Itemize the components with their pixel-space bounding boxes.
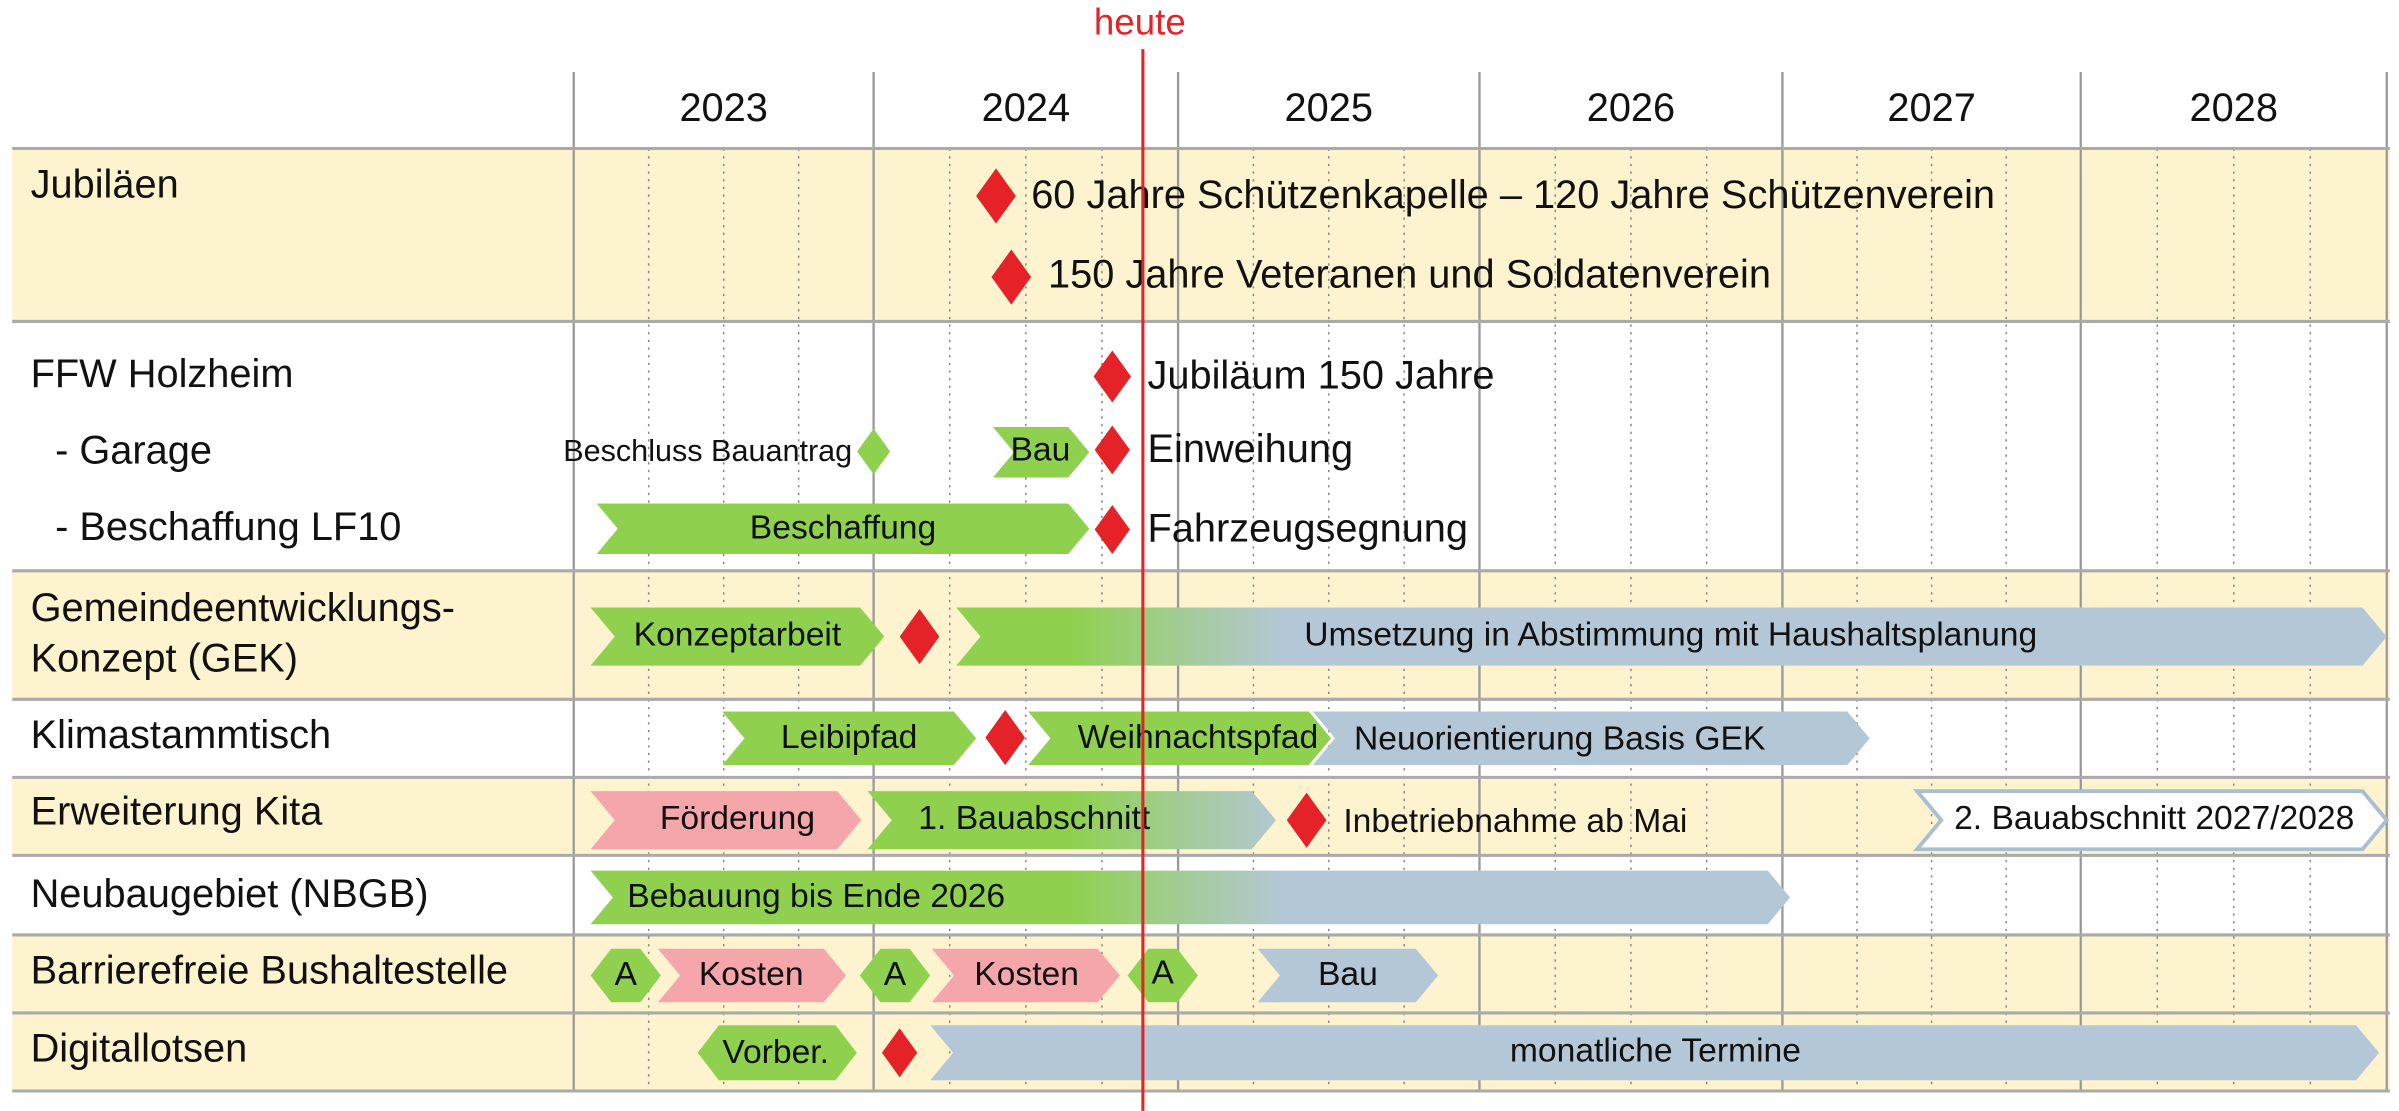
arrow-bar xyxy=(1257,948,1439,1003)
item-label: Jubiläum 150 Jahre xyxy=(1147,354,1494,398)
year-label: 2026 xyxy=(1587,86,1675,130)
hex-bar xyxy=(1127,948,1198,1003)
milestone xyxy=(1094,425,1130,475)
row-label: - Beschaffung LF10 xyxy=(55,505,401,549)
row-label: Gemeindeentwicklungs- xyxy=(31,586,455,630)
arrow-bar xyxy=(722,711,977,766)
arrow-bar xyxy=(930,1025,2380,1081)
item-label: monatliche Termine xyxy=(1510,1033,1801,1070)
year-label: 2024 xyxy=(982,86,1070,130)
row-label: Jubiläen xyxy=(31,162,179,206)
item-label: 1. Bauabschnitt xyxy=(918,800,1151,837)
item-label: A xyxy=(1152,955,1175,992)
arrow-bar xyxy=(590,607,885,666)
item-label: Beschaffung xyxy=(750,509,936,546)
row-label: Neubaugebiet (NBGB) xyxy=(31,872,429,916)
item-label: 150 Jahre Veteranen und Soldatenverein xyxy=(1048,253,1771,297)
item-label: Bau xyxy=(1010,431,1070,468)
milestone xyxy=(1286,792,1327,848)
item-label: Beschluss Bauantrag xyxy=(563,434,852,468)
row-bg xyxy=(12,148,2390,322)
milestone xyxy=(881,1028,918,1078)
milestone xyxy=(1093,350,1132,403)
hex-bar xyxy=(697,1025,857,1081)
item-label: Einweihung xyxy=(1147,427,1353,471)
arrow-bar xyxy=(1028,711,1332,766)
year-label: 2023 xyxy=(679,86,767,130)
grid: 2023 2024 2025 2026 2027 2028 xyxy=(12,72,2390,1093)
arrow-bar xyxy=(590,870,1791,925)
arrow-bar xyxy=(1312,711,1870,766)
item-label: Neuorientierung Basis GEK xyxy=(1354,721,1766,758)
items: 60 Jahre Schützenkapelle – 120 Jahre Sch… xyxy=(563,168,2390,1081)
item-label: Bau xyxy=(1318,956,1378,993)
row-label: FFW Holzheim xyxy=(31,352,294,396)
item-label: 2. Bauabschnitt 2027/2028 xyxy=(1954,800,2354,837)
row-label: - Garage xyxy=(55,428,212,472)
item-label: 60 Jahre Schützenkapelle – 120 Jahre Sch… xyxy=(1031,173,1995,217)
row-labels: Jubiläen FFW Holzheim - Garage - Beschaf… xyxy=(31,162,508,1070)
row-label: Klimastammtisch xyxy=(31,713,332,757)
row-label: Digitallotsen xyxy=(31,1027,248,1071)
hex-bar xyxy=(859,948,931,1003)
arrow-bar xyxy=(590,791,862,850)
arrow-bar xyxy=(992,426,1090,478)
row-label: Erweiterung Kita xyxy=(31,790,324,834)
today-label: heute xyxy=(1094,1,1186,42)
milestone xyxy=(985,710,1026,766)
milestone xyxy=(1094,505,1130,554)
item-label: Inbetriebnahme ab Mai xyxy=(1343,803,1687,840)
item-label: Konzeptarbeit xyxy=(634,616,842,653)
item-label: Vorber. xyxy=(722,1034,829,1071)
milestone xyxy=(976,168,1016,224)
item-label: Leibipfad xyxy=(781,719,918,756)
item-label: Förderung xyxy=(660,800,815,837)
item-label: Kosten xyxy=(699,956,804,993)
arrow-bar xyxy=(931,948,1120,1003)
milestone xyxy=(857,428,891,475)
year-label: 2025 xyxy=(1285,86,1373,130)
arrow-bar xyxy=(596,503,1090,554)
item-label: Kosten xyxy=(974,956,1079,993)
year-label: 2027 xyxy=(1887,86,1975,130)
row-label: Konzept (GEK) xyxy=(31,637,298,681)
item-label: Weihnachtspfad xyxy=(1078,719,1319,756)
year-label: 2028 xyxy=(2190,86,2278,130)
item-label: A xyxy=(615,956,638,993)
item-label: Fahrzeugsegnung xyxy=(1147,507,1468,551)
arrow-bar xyxy=(867,791,1276,850)
arrow-bar xyxy=(956,607,2387,666)
arrow-bar xyxy=(657,948,847,1003)
milestone xyxy=(991,249,1032,305)
arrow-bar xyxy=(1912,789,2390,852)
row-label: Barrierefreie Bushaltestelle xyxy=(31,949,508,993)
item-label: Umsetzung in Abstimmung mit Haushaltspla… xyxy=(1304,616,2037,653)
item-label: A xyxy=(884,956,907,993)
hex-bar xyxy=(590,948,661,1003)
item-label: Bebauung bis Ende 2026 xyxy=(627,878,1005,915)
